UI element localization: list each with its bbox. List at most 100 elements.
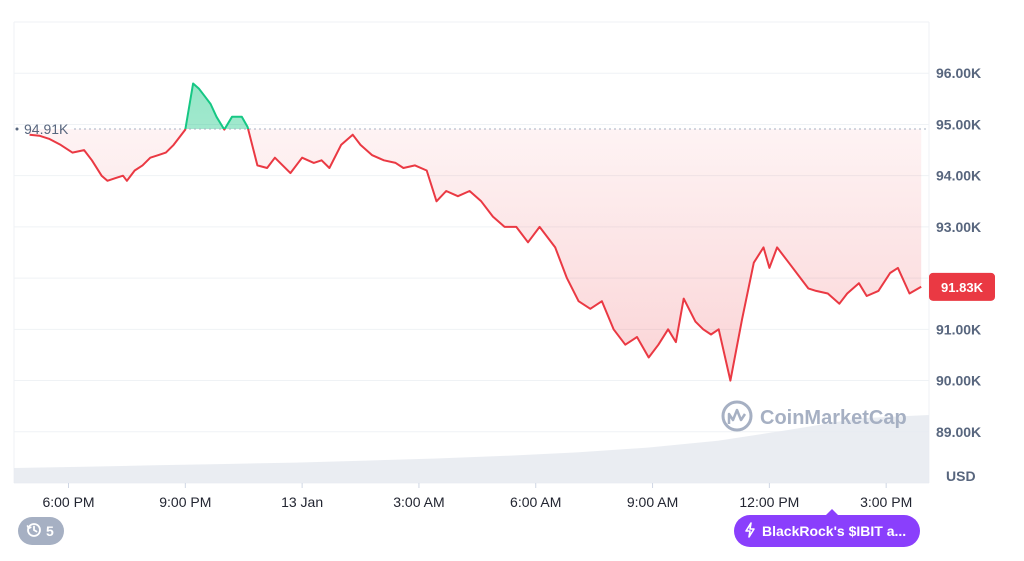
data-point [656,343,660,347]
data-point [814,289,818,293]
data-point [826,292,830,296]
data-point [674,340,678,344]
y-tick-label: 91.00K [936,321,981,337]
data-point [28,133,32,137]
data-point [775,245,779,249]
data-point [230,115,234,119]
watermark-brand-text: CoinMarketCap [760,407,907,429]
news-chip-label: BlackRock's $IBIT a... [762,523,907,539]
data-point [191,82,195,86]
x-tick-label: 6:00 AM [510,494,561,510]
data-point [59,143,63,147]
data-point [919,285,923,289]
data-point [401,166,405,170]
data-point [767,266,771,270]
data-point [222,128,226,132]
data-point [255,163,259,167]
data-point [701,327,705,331]
area-fill [29,83,922,381]
y-tick-label: 90.00K [936,373,981,389]
data-point [327,166,331,170]
data-point [273,156,277,160]
y-tick-label: 89.00K [936,424,981,440]
data-point [514,225,518,229]
price-line [28,82,923,382]
data-point [526,240,530,244]
reference-dot [15,127,19,131]
news-chip[interactable]: BlackRock's $IBIT a... [734,515,921,547]
data-point [565,276,569,280]
data-point [740,317,744,321]
reference-line: 94.91K [15,121,929,137]
data-point [203,94,207,98]
data-point [682,297,686,301]
data-point [666,327,670,331]
data-point [382,158,386,162]
data-point [113,176,117,180]
x-tick-label: 3:00 AM [393,494,444,510]
area-below-reference [29,129,922,381]
y-axis-unit: USD [946,468,976,484]
data-point [47,137,51,141]
x-tick-label: 3:00 PM [860,494,912,510]
x-tick-label: 13 Jan [281,494,323,510]
data-point [100,174,104,178]
data-point [876,289,880,293]
data-point [709,333,713,337]
data-point [141,163,145,167]
data-point [133,169,137,173]
data-point [762,245,766,249]
data-point [90,158,94,162]
x-tick-label: 6:00 PM [42,494,94,510]
data-point [339,143,343,147]
data-point [845,292,849,296]
data-point [444,189,448,193]
current-price-label: 91.83K [941,280,984,295]
data-point [288,171,292,175]
data-point [553,245,557,249]
history-clock-icon [26,522,42,541]
data-point [320,158,324,162]
lightning-bolt-icon [744,521,756,541]
data-point [281,163,285,167]
data-point [246,125,250,129]
x-tick-label: 9:00 AM [627,494,678,510]
data-point [300,156,304,160]
data-point [82,148,86,152]
reference-value-label: 94.91K [24,121,69,137]
x-tick-label: 12:00 PM [739,494,799,510]
data-point [359,143,363,147]
data-point [70,151,74,155]
data-point [806,286,810,290]
data-point [888,271,892,275]
data-point [156,153,160,157]
data-point [857,281,861,285]
data-point [312,161,316,165]
data-point [612,327,616,331]
data-point [577,299,581,303]
data-point [635,335,639,339]
data-point [837,302,841,306]
data-point [37,134,41,138]
data-point [413,163,417,167]
data-point [468,189,472,193]
events-badge[interactable]: 5 [18,517,64,545]
data-point [479,199,483,203]
y-tick-label: 93.00K [936,219,981,235]
y-tick-label: 95.00K [936,116,981,132]
data-point [265,166,269,170]
data-point [148,156,152,160]
data-point [693,320,697,324]
data-point [215,115,219,119]
data-point [425,169,429,173]
data-point [908,292,912,296]
data-point [503,225,507,229]
data-point [752,261,756,265]
data-point [370,153,374,157]
data-point [172,143,176,147]
data-point [896,266,900,270]
data-point [799,276,803,280]
data-point [787,261,791,265]
